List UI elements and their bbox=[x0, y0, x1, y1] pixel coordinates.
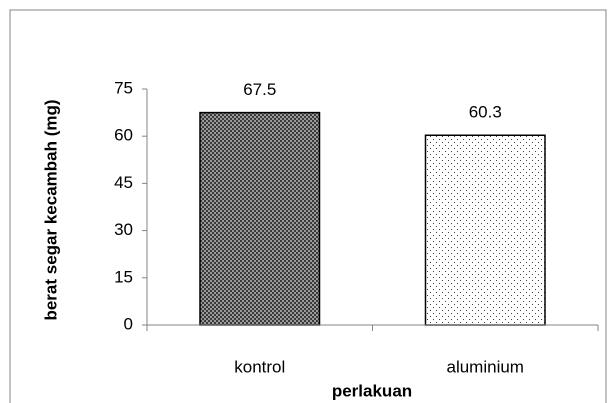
y-tick-label: 30 bbox=[114, 220, 133, 239]
bar bbox=[199, 111, 321, 326]
bar bbox=[424, 134, 546, 326]
y-tick-label: 0 bbox=[124, 314, 133, 333]
data-label: 67.5 bbox=[243, 80, 276, 99]
y-tick-label: 15 bbox=[114, 267, 133, 286]
y-axis-label: berat segar kecambah (mg) bbox=[41, 99, 60, 320]
x-axis-label: perlakuan bbox=[332, 381, 412, 400]
x-tick-label: aluminium bbox=[447, 357, 524, 376]
frame bbox=[9, 9, 607, 403]
y-tick-label: 60 bbox=[114, 126, 133, 145]
x-tick-label: kontrol bbox=[234, 357, 285, 376]
data-label: 60.3 bbox=[469, 103, 502, 122]
y-tick-label: 45 bbox=[114, 173, 133, 192]
y-tick-label: 75 bbox=[114, 78, 133, 97]
